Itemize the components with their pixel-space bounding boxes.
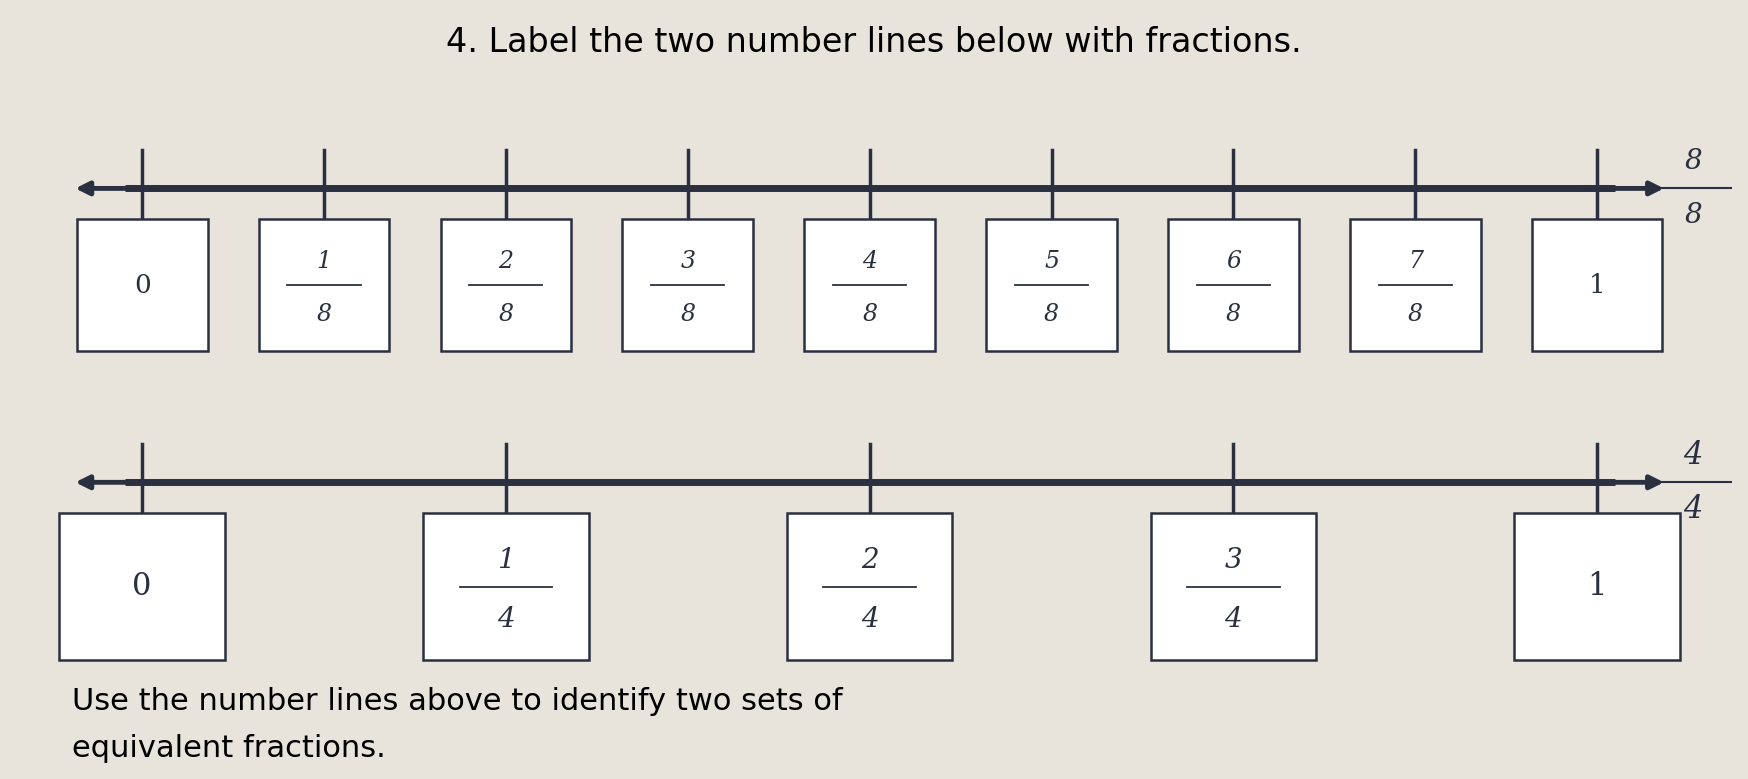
Text: 4: 4: [496, 605, 514, 633]
Bar: [986, 220, 1117, 351]
Text: 8: 8: [1225, 302, 1241, 326]
Bar: [59, 513, 225, 661]
Text: 4. Label the two number lines below with fractions.: 4. Label the two number lines below with…: [446, 26, 1302, 59]
Bar: [1349, 220, 1481, 351]
Bar: [440, 220, 572, 351]
Text: 0: 0: [133, 571, 152, 602]
Bar: [1168, 220, 1299, 351]
Bar: [423, 513, 589, 661]
Text: 4: 4: [862, 250, 877, 273]
Text: 4: 4: [1683, 439, 1703, 471]
Text: 1: 1: [1589, 273, 1605, 298]
Text: 4: 4: [860, 605, 879, 633]
Text: 1: 1: [316, 250, 332, 273]
Text: 3: 3: [680, 250, 696, 273]
Text: 1: 1: [496, 547, 514, 574]
Bar: [787, 513, 953, 661]
Text: 2: 2: [860, 547, 879, 574]
Text: 6: 6: [1225, 250, 1241, 273]
Text: 2: 2: [498, 250, 514, 273]
Text: 8: 8: [1683, 148, 1703, 174]
Bar: [804, 220, 935, 351]
Text: 4: 4: [1683, 494, 1703, 525]
Text: 3: 3: [1225, 547, 1243, 574]
Text: 8: 8: [316, 302, 332, 326]
Bar: [1150, 513, 1316, 661]
Text: 8: 8: [680, 302, 696, 326]
Bar: [259, 220, 390, 351]
Text: 8: 8: [1683, 202, 1703, 229]
Text: 5: 5: [1044, 250, 1059, 273]
Text: 8: 8: [1044, 302, 1059, 326]
Bar: [622, 220, 753, 351]
Text: 8: 8: [862, 302, 877, 326]
Bar: [1514, 513, 1680, 661]
Text: 0: 0: [135, 273, 150, 298]
Bar: [77, 220, 208, 351]
Text: equivalent fractions.: equivalent fractions.: [72, 734, 386, 763]
Text: 1: 1: [1587, 571, 1606, 602]
Bar: [1531, 220, 1662, 351]
Text: 8: 8: [498, 302, 514, 326]
Text: 4: 4: [1225, 605, 1243, 633]
Text: 8: 8: [1407, 302, 1423, 326]
Text: Use the number lines above to identify two sets of: Use the number lines above to identify t…: [72, 687, 843, 716]
Text: 7: 7: [1407, 250, 1423, 273]
